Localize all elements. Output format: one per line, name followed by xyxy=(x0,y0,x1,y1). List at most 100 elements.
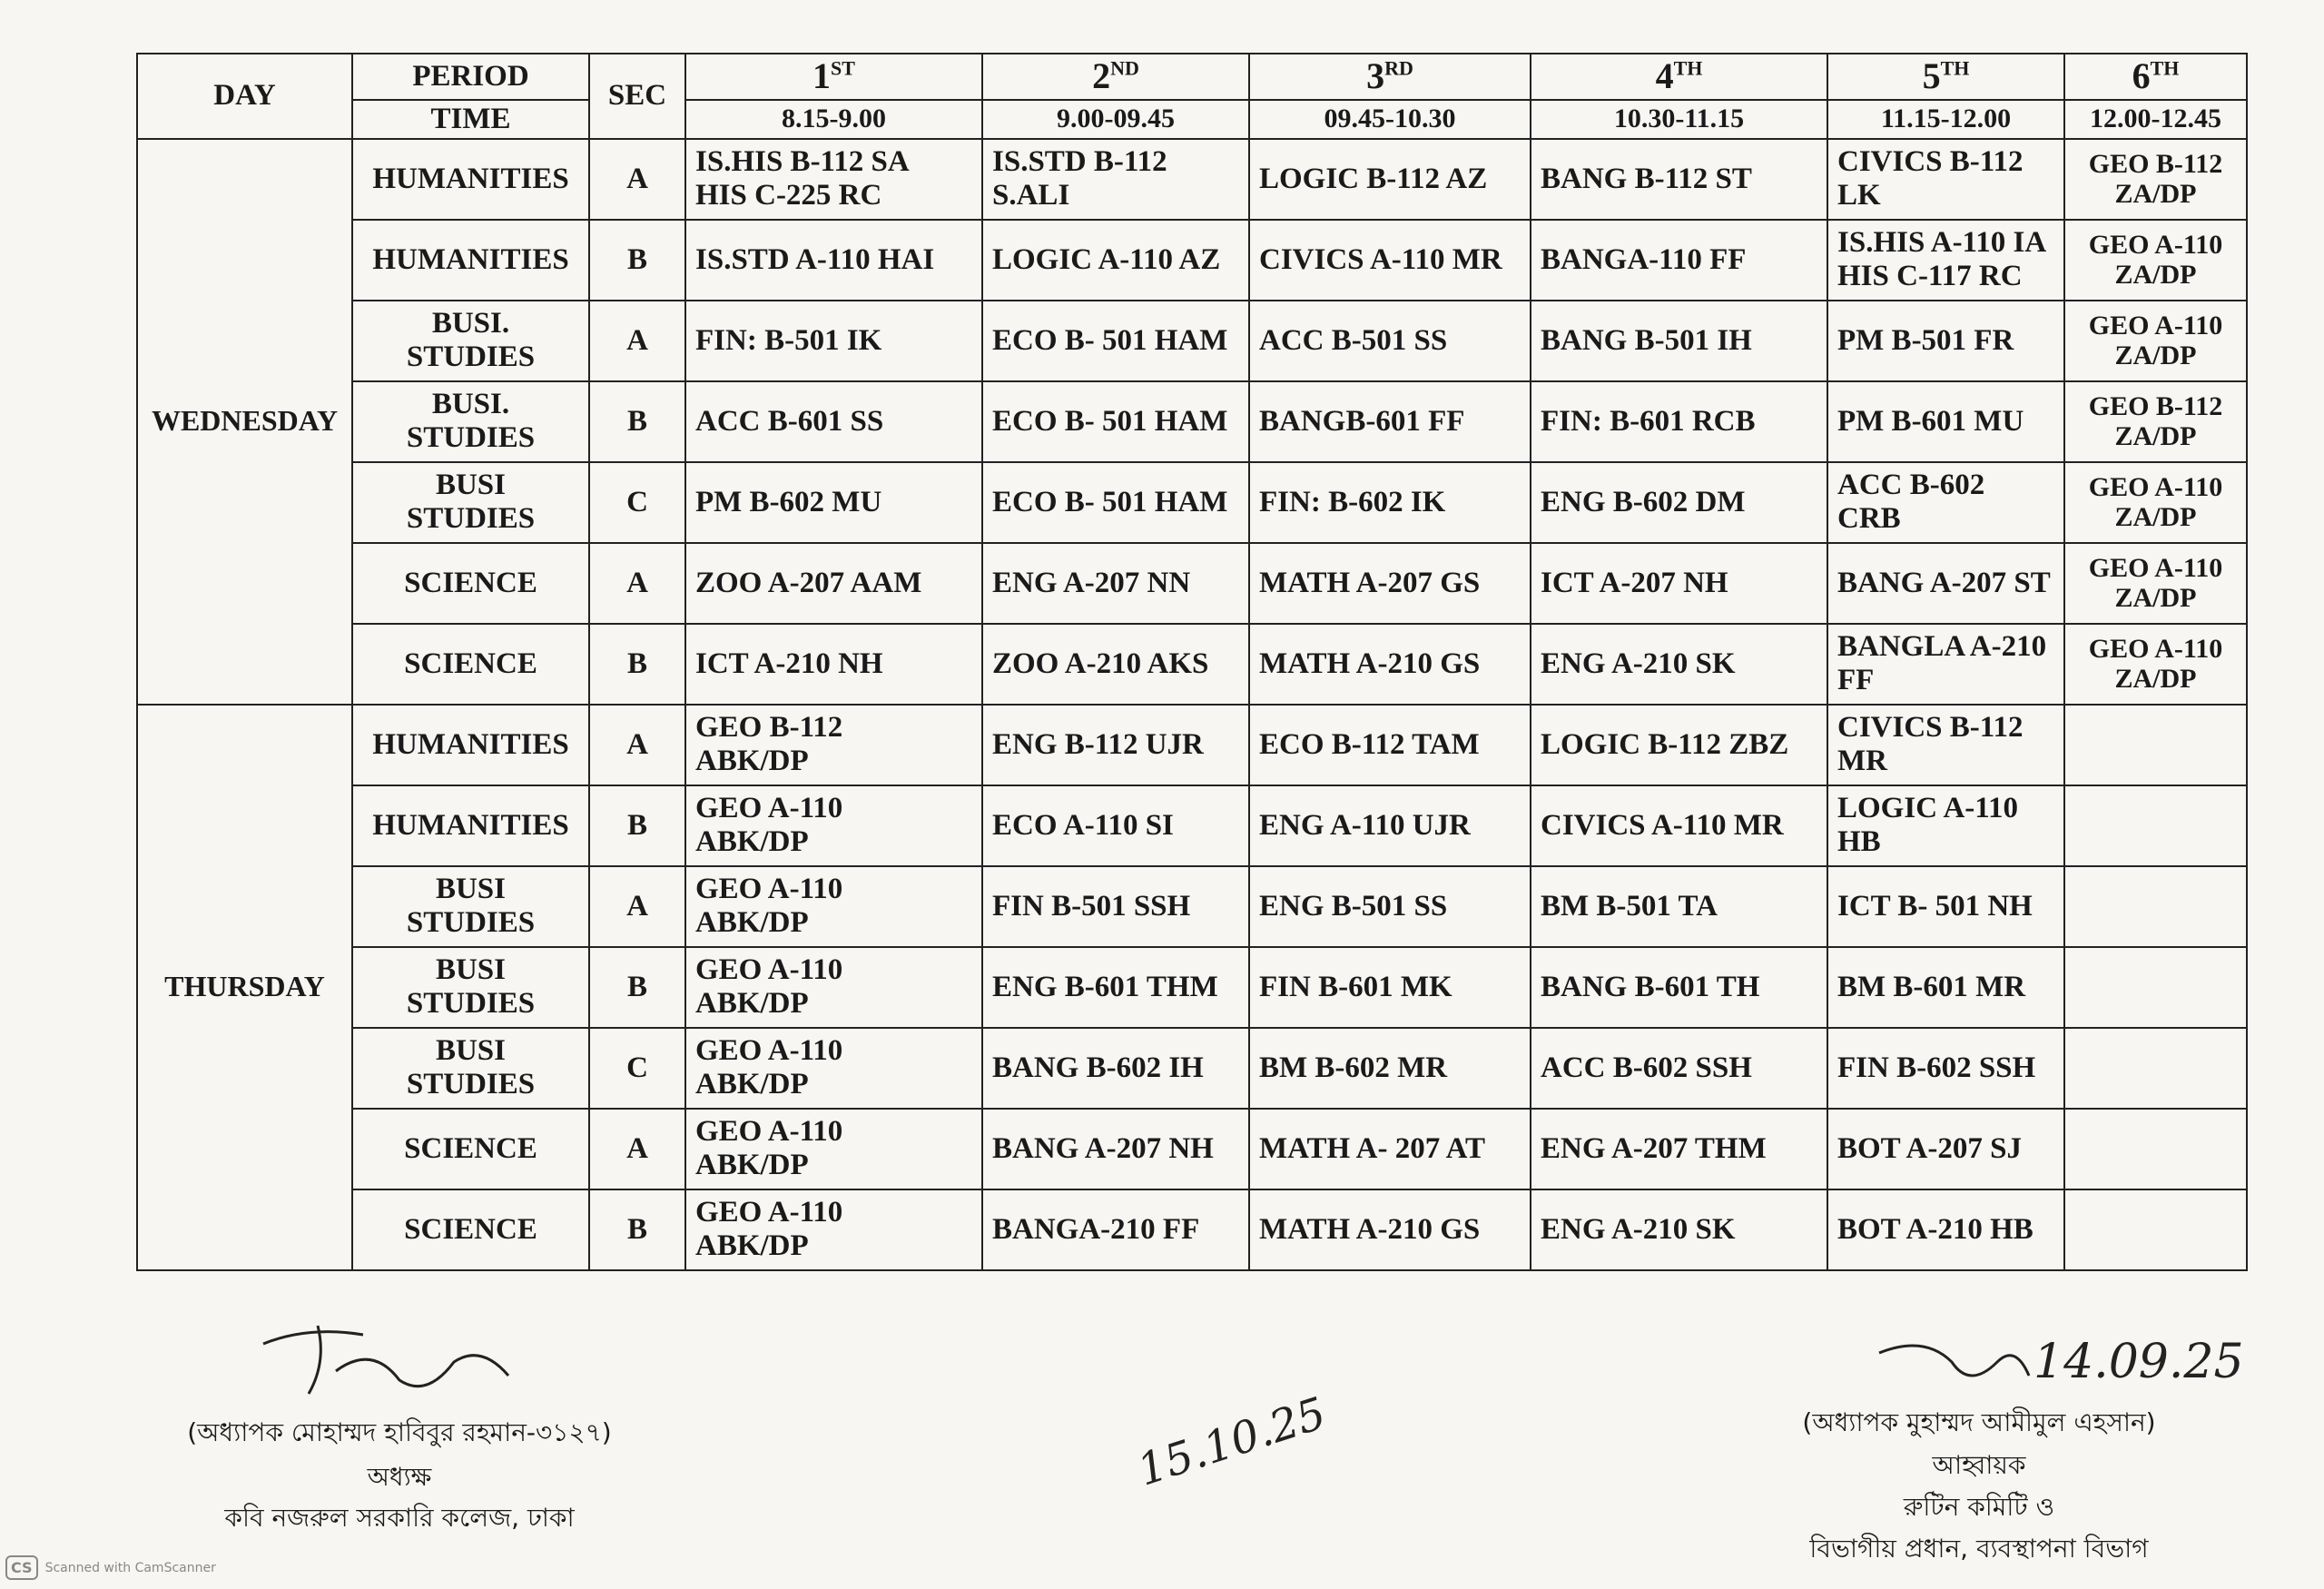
section: B xyxy=(588,380,686,463)
class-cell: ACC B-602 CRB xyxy=(1827,460,2065,544)
day-name: THURSDAY xyxy=(136,703,353,1271)
class-cell: GEO A-110 ABK/DP xyxy=(684,1107,983,1190)
section: B xyxy=(588,784,686,867)
class-cell: FIN B-601 MK xyxy=(1248,945,1531,1029)
period-time: 09.45-10.30 xyxy=(1248,98,1531,140)
group-name: HUMANITIES xyxy=(351,784,590,867)
class-cell xyxy=(2063,864,2248,948)
class-cell: GEO A-110 ZA/DP xyxy=(2063,299,2248,382)
signature-right xyxy=(1878,1344,2031,1377)
class-cell: ZOO A-207 AAM xyxy=(684,541,983,625)
period-time: 9.00-09.45 xyxy=(981,98,1250,140)
class-cell: LOGIC A-110 HB xyxy=(1827,784,2065,867)
class-row: BUSI STUDIES A GEO A-110 ABK/DP FIN B-501 S… xyxy=(137,864,2248,948)
class-cell xyxy=(2063,1026,2248,1110)
class-cell xyxy=(2063,784,2248,867)
handwritten-date: 15.10.25 xyxy=(1131,1387,1333,1496)
class-row: BUSI STUDIES B GEO A-110 ABK/DP ENG B-601 T… xyxy=(137,945,2248,1029)
class-cell: GEO A-110 ZA/DP xyxy=(2063,218,2248,301)
period-time: 8.15-9.00 xyxy=(684,98,983,140)
group-name: BUSI. STUDIES xyxy=(351,380,590,463)
class-cell: BM B-602 MR xyxy=(1248,1026,1531,1110)
class-cell: GEO A-110 ZA/DP xyxy=(2063,541,2248,625)
period-number: 1ST xyxy=(684,53,983,101)
period-number: 2ND xyxy=(981,53,1250,101)
class-cell: IS.HIS A-110 IA HIS C-117 RC xyxy=(1827,218,2065,301)
class-cell: CIVICS A-110 MR xyxy=(1530,784,1828,867)
period-number: 3RD xyxy=(1248,53,1531,101)
class-cell: CIVICS B-112 LK xyxy=(1827,137,2065,221)
class-cell: GEO A-110 ABK/DP xyxy=(684,1026,983,1110)
period-time: 11.15-12.00 xyxy=(1827,98,2065,140)
period-suffix: RD xyxy=(1384,56,1413,80)
class-row: BUSI. STUDIES B ACC B-601 SS ECO B- 501 HAM… xyxy=(137,380,2248,463)
committee: রুটিন কমিটি ও xyxy=(1903,1492,2055,1522)
section: C xyxy=(588,460,686,544)
group-name: SCIENCE xyxy=(351,1188,590,1271)
period-number: 5TH xyxy=(1827,53,2065,101)
class-cell: BANGB-601 FF xyxy=(1248,380,1531,463)
class-cell: ACC B-602 SSH xyxy=(1530,1026,1828,1110)
class-cell: GEO A-110 ABK/DP xyxy=(684,864,983,948)
routine-table: DAY PERIOD SEC 1ST 2ND 3RD 4TH 5TH 6TH TIME 8.15-9… xyxy=(136,53,2248,1271)
class-cell: ENG B-601 THM xyxy=(981,945,1250,1029)
group-name: BUSI STUDIES xyxy=(351,460,590,544)
class-cell: BANGA-110 FF xyxy=(1530,218,1828,301)
class-row: SCIENCE B ICT A-210 NH ZOO A-210 AKS MATH A-… xyxy=(137,622,2248,706)
class-cell: ICT B- 501 NH xyxy=(1827,864,2065,948)
class-row: HUMANITIES B IS.STD A-110 HAI LOGIC A-110 A… xyxy=(137,218,2248,301)
class-cell: FIN B-602 SSH xyxy=(1827,1026,2065,1110)
class-cell: ECO B-112 TAM xyxy=(1248,703,1531,786)
section: A xyxy=(588,541,686,625)
header-row: TIME 8.15-9.00 9.00-09.45 09.45-10.30 10.30-… xyxy=(137,98,2248,140)
class-cell: PM B-501 FR xyxy=(1827,299,2065,382)
watermark-logo: CS xyxy=(5,1555,38,1580)
class-cell: ECO B- 501 HAM xyxy=(981,380,1250,463)
period-time: 10.30-11.15 xyxy=(1530,98,1828,140)
class-cell: MATH A-210 GS xyxy=(1248,1188,1531,1271)
class-cell: MATH A- 207 AT xyxy=(1248,1107,1531,1190)
class-cell: ENG A-210 SK xyxy=(1530,622,1828,706)
signatory-name: (অধ্যাপক মোহাম্মদ হাবিবুর রহমান-৩১২৭) xyxy=(187,1417,612,1447)
class-cell: GEO A-110 ZA/DP xyxy=(2063,622,2248,706)
class-cell: ECO B- 501 HAM xyxy=(981,299,1250,382)
group-name: HUMANITIES xyxy=(351,137,590,221)
section: B xyxy=(588,945,686,1029)
class-cell: FIN: B-501 IK xyxy=(684,299,983,382)
header-row: DAY PERIOD SEC 1ST 2ND 3RD 4TH 5TH 6TH xyxy=(136,53,2248,140)
section: A xyxy=(588,1107,686,1190)
section: A xyxy=(588,703,686,786)
group-name: BUSI STUDIES xyxy=(351,945,590,1029)
class-cell: GEO A-110 ABK/DP xyxy=(684,945,983,1029)
class-cell: BANGA-210 FF xyxy=(981,1188,1250,1271)
class-row: THURSDAY HUMANITIES A GEO B-112 ABK/DP ENG B… xyxy=(136,703,2248,1271)
class-cell: FIN: B-602 IK xyxy=(1248,460,1531,544)
group-name: BUSI STUDIES xyxy=(351,1026,590,1110)
class-cell: BOT A-207 SJ xyxy=(1827,1107,2065,1190)
signature-left xyxy=(262,1325,510,1395)
class-cell: BANG B-112 ST xyxy=(1530,137,1828,221)
period-digit: 3 xyxy=(1366,55,1385,96)
class-cell xyxy=(2063,945,2248,1029)
class-cell: GEO A-110 ABK/DP xyxy=(684,1188,983,1271)
section-header: SEC xyxy=(588,53,686,140)
signatory-designation: অধ্যক্ষ xyxy=(367,1462,432,1492)
watermark: CS Scanned with CamScanner xyxy=(5,1555,216,1580)
class-cell: GEO B-112 ZA/DP xyxy=(2063,137,2248,221)
class-cell: GEO B-112 ZA/DP xyxy=(2063,380,2248,463)
class-cell: FIN: B-601 RCB xyxy=(1530,380,1828,463)
period-digit: 5 xyxy=(1922,55,1941,96)
class-cell: BM B-601 MR xyxy=(1827,945,2065,1029)
period-digit: 6 xyxy=(2132,55,2151,96)
period-number: 6TH xyxy=(2063,53,2248,101)
class-cell: GEO A-110 ZA/DP xyxy=(2063,460,2248,544)
class-cell: GEO A-110 ABK/DP xyxy=(684,784,983,867)
section: C xyxy=(588,1026,686,1110)
section: A xyxy=(588,299,686,382)
class-cell: ENG A-110 UJR xyxy=(1248,784,1531,867)
class-row: SCIENCE B GEO A-110 ABK/DP BANGA-210 FF MATH… xyxy=(137,1188,2248,1271)
class-cell: ENG B-602 DM xyxy=(1530,460,1828,544)
class-cell: BM B-501 TA xyxy=(1530,864,1828,948)
class-cell: PM B-601 MU xyxy=(1827,380,2065,463)
class-cell: LOGIC A-110 AZ xyxy=(981,218,1250,301)
